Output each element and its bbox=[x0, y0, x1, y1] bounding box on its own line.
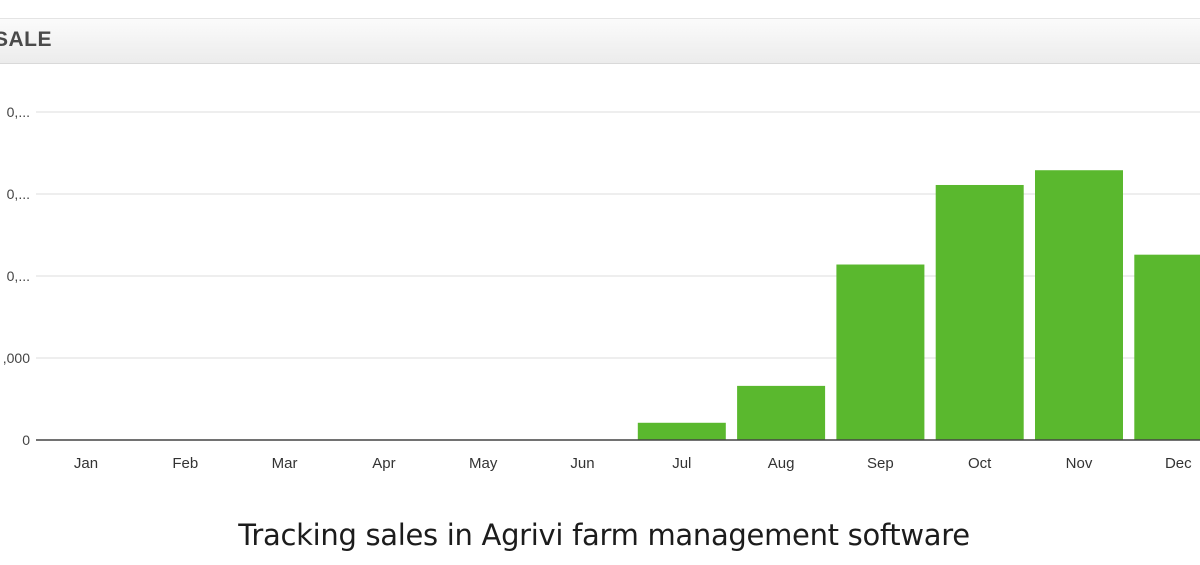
x-tick-label: Jul bbox=[672, 455, 691, 472]
y-tick-label: 0,... bbox=[7, 104, 30, 120]
x-tick-label: Jan bbox=[74, 455, 98, 472]
y-tick-label: 0 bbox=[22, 432, 30, 448]
x-tick-label: Aug bbox=[768, 455, 795, 472]
panel-title: SALE bbox=[0, 28, 53, 51]
x-tick-label: Apr bbox=[372, 455, 395, 472]
bar bbox=[737, 385, 826, 440]
bar bbox=[1035, 170, 1123, 440]
x-tick-label: May bbox=[469, 455, 498, 472]
bar bbox=[1134, 254, 1200, 440]
bar bbox=[836, 264, 925, 440]
x-tick-label: Dec bbox=[1165, 455, 1192, 472]
y-tick-label: 0,... bbox=[7, 186, 30, 202]
x-tick-label: Sep bbox=[867, 455, 894, 472]
bar bbox=[935, 184, 1024, 440]
x-tick-label: Feb bbox=[172, 455, 198, 472]
bar bbox=[637, 422, 726, 440]
sales-bar-chart: 0 ,000 0,... 0,... 0,... Jan Feb Mar Apr May Jun Ju… bbox=[0, 64, 1200, 484]
x-tick-label: Nov bbox=[1066, 455, 1093, 472]
image-caption: Tracking sales in Agrivi farm management… bbox=[238, 518, 970, 552]
y-tick-label: ,000 bbox=[3, 350, 30, 366]
x-tick-label: Oct bbox=[968, 455, 992, 472]
y-tick-label: 0,... bbox=[7, 268, 30, 284]
x-tick-label: Mar bbox=[272, 455, 298, 472]
sale-panel-header: SALE bbox=[0, 18, 1200, 64]
chart-svg: 0 ,000 0,... 0,... 0,... Jan Feb Mar Apr May Jun Ju… bbox=[3, 104, 1200, 472]
x-tick-label: Jun bbox=[570, 455, 594, 472]
